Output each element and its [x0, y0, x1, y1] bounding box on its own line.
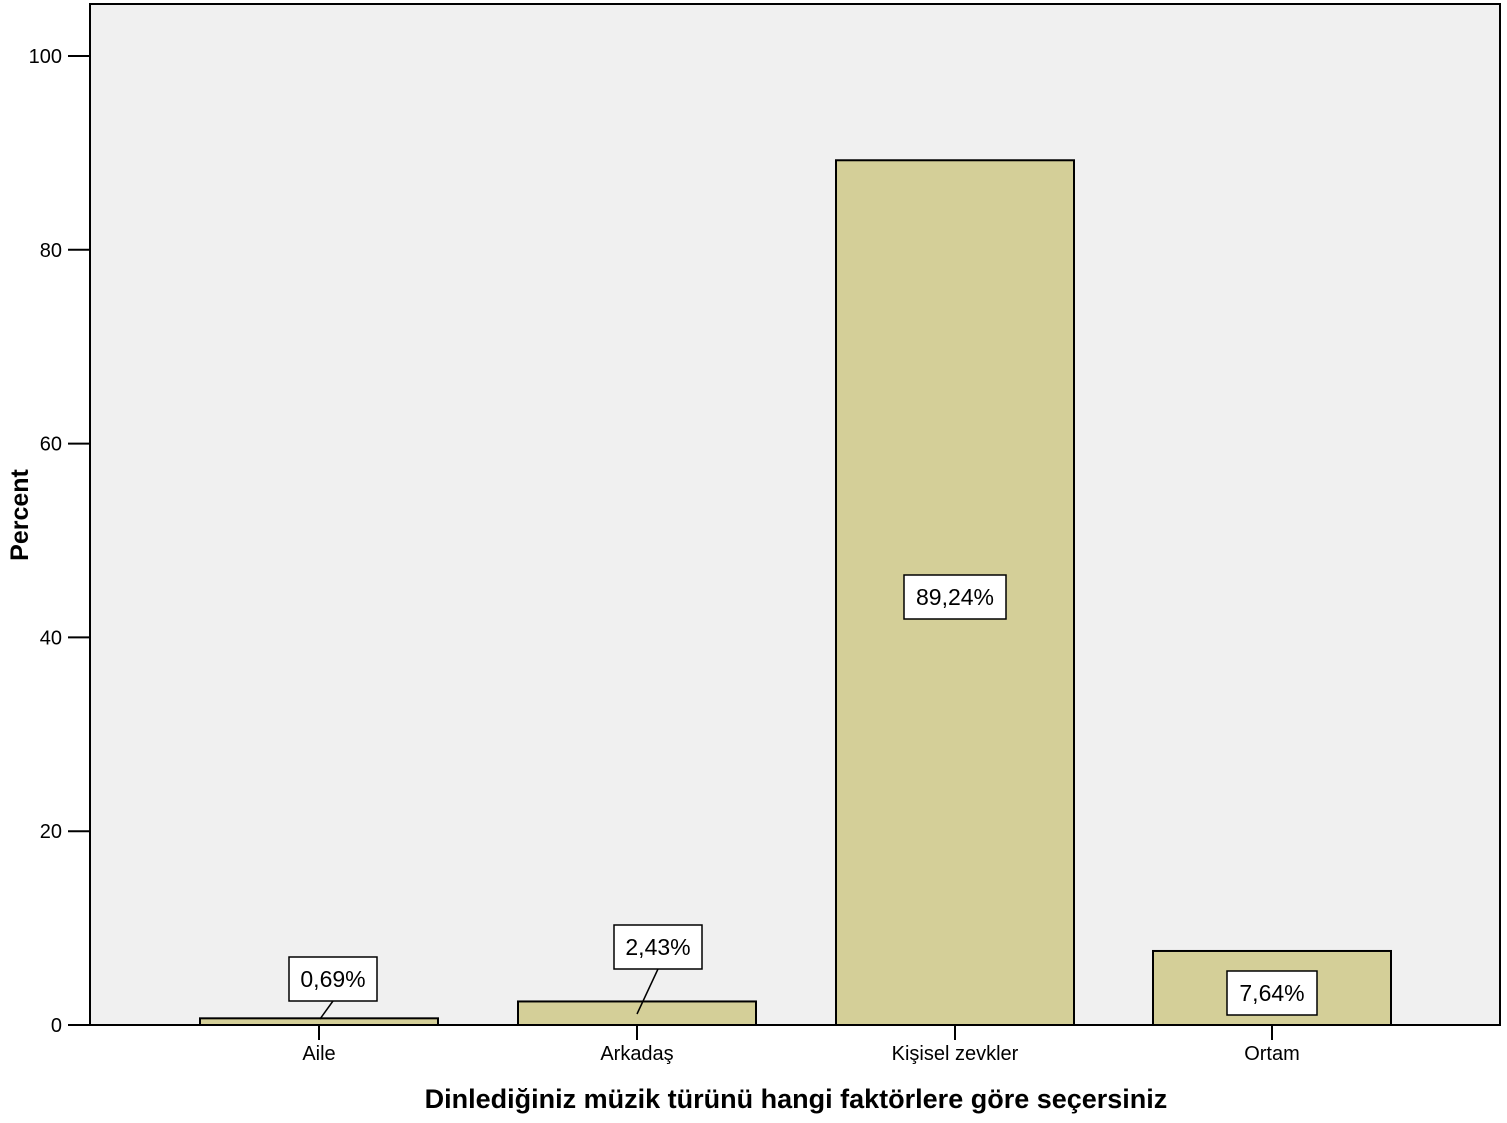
data-label-box [613, 924, 703, 970]
data-label: 7,64% [1239, 980, 1304, 1006]
x-tick-label: Aile [302, 1043, 335, 1065]
x-tick-label: Kişisel zevkler [892, 1043, 1019, 1065]
x-axis-title: Dinlediğiniz müzik türünü hangi faktörle… [425, 1084, 1168, 1114]
data-label-leader [319, 1000, 334, 1020]
y-tick-label: 100 [29, 46, 62, 68]
x-tick-label: Ortam [1244, 1043, 1300, 1065]
x-axis: Aile Arkadaş Kişisel zevkler Ortam [90, 1024, 1500, 1065]
data-label: 0,69% [300, 966, 365, 992]
y-tick-label: 40 [40, 627, 62, 649]
plot-area-background [89, 3, 1501, 1026]
x-tick-label: Arkadaş [600, 1043, 673, 1065]
y-axis-title: Percent [6, 468, 34, 560]
data-label-box [903, 574, 1007, 620]
data-label: 2,43% [625, 934, 690, 960]
y-tick-label: 60 [40, 434, 62, 456]
data-labels-group: 0,69% 2,43% 89,24% 7,64% [288, 574, 1318, 1020]
y-axis: 0 20 40 60 80 100 [29, 46, 90, 1037]
y-tick-label: 80 [40, 240, 62, 262]
y-tick-label: 20 [40, 821, 62, 843]
data-label-box [288, 956, 378, 1002]
data-label-leader [636, 968, 659, 1015]
data-label-box [1226, 970, 1318, 1016]
bar [199, 1017, 439, 1027]
data-label: 89,24% [916, 584, 994, 610]
y-tick-label: 0 [51, 1015, 62, 1037]
